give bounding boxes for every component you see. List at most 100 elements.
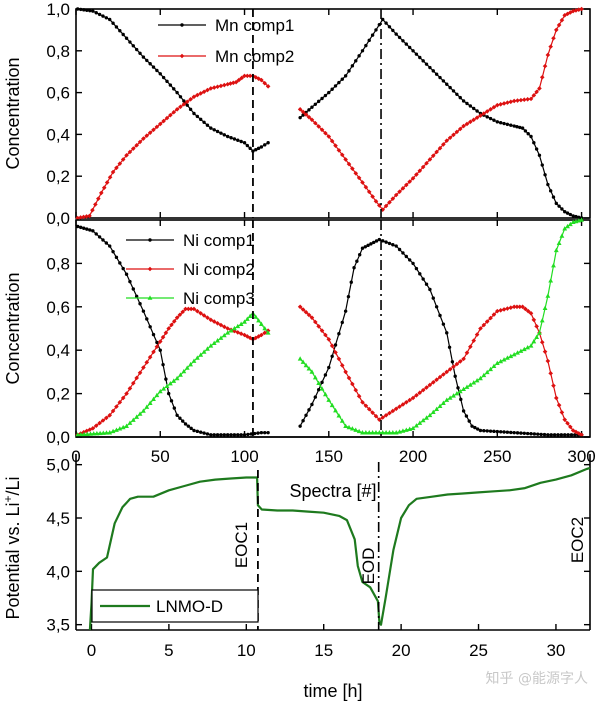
- ni-xtick-label: 200: [399, 447, 427, 466]
- mn-data-point: [391, 28, 395, 33]
- ni-data-point: [421, 277, 425, 281]
- ni-data-point: [259, 332, 264, 338]
- ni-data-point: [562, 417, 568, 422]
- mn-ytick-label: 0,8: [46, 42, 70, 61]
- ni-data-point: [303, 362, 309, 368]
- mn-data-point: [551, 35, 556, 41]
- ni-data-point: [256, 317, 261, 323]
- ni-data-point: [160, 334, 166, 340]
- ni-data-point: [208, 343, 214, 348]
- ni-legend-marker: [147, 266, 153, 272]
- mn-data-point: [104, 180, 110, 185]
- ni-data-point: [353, 427, 359, 432]
- mn-data-point: [437, 145, 443, 151]
- mn-data-point: [505, 100, 510, 105]
- ni-data-point: [117, 399, 123, 405]
- ni-data-point: [437, 374, 443, 380]
- ni-data-point: [127, 386, 133, 391]
- ni-data-point: [532, 432, 537, 436]
- mn-data-point: [354, 59, 358, 63]
- ni-data-point: [457, 388, 463, 394]
- mn-data-point: [484, 109, 490, 114]
- mn-data-point: [215, 129, 220, 134]
- mn-data-point: [171, 109, 177, 115]
- mn-data-point: [256, 76, 261, 81]
- ni-data-point: [548, 278, 554, 283]
- ni-data-point: [566, 433, 570, 437]
- ni-data-point: [180, 309, 186, 315]
- ni-data-point: [336, 356, 342, 362]
- mn-data-point: [306, 114, 312, 120]
- mn-data-point: [364, 43, 368, 48]
- ni-data-point: [343, 309, 348, 313]
- ni-data-point: [363, 403, 369, 409]
- mn-data-point: [323, 130, 328, 136]
- ni-data-point: [567, 221, 573, 227]
- mn-data-point: [539, 74, 545, 80]
- ni-data-point: [441, 372, 446, 377]
- ni-data-point: [520, 304, 525, 310]
- mn-data-point: [97, 12, 102, 17]
- mn-data-point: [248, 146, 252, 151]
- mn-data-point: [111, 21, 115, 25]
- mn-data-point: [114, 165, 119, 171]
- mn-data-point: [518, 125, 522, 130]
- mn-data-point: [400, 186, 406, 191]
- ni-data-point: [401, 251, 405, 255]
- mn-data-point: [192, 111, 196, 116]
- ni-data-point: [130, 417, 136, 422]
- mn-data-point: [424, 62, 429, 66]
- ni-data-point: [573, 429, 579, 435]
- ni-data-point: [579, 432, 584, 438]
- potential-ytick-label: 4,5: [46, 509, 70, 528]
- mn-data-point: [247, 73, 253, 79]
- ni-data-point: [414, 423, 419, 428]
- mn-legend-label: Mn comp2: [215, 47, 294, 66]
- ni-data-point: [356, 393, 362, 399]
- ni-data-point: [111, 249, 115, 254]
- ni-data-point: [108, 244, 112, 248]
- mn-data-point: [346, 161, 352, 167]
- ni-data-point: [97, 430, 103, 436]
- mn-data-point: [521, 97, 527, 103]
- ni-data-point: [474, 332, 480, 337]
- ni-data-point: [151, 349, 156, 355]
- mn-legend-marker: [180, 23, 184, 27]
- mn-data-point: [370, 194, 375, 199]
- ni-data-point: [546, 433, 550, 437]
- mn-data-point: [495, 120, 500, 124]
- ni-data-point: [484, 319, 490, 324]
- ni-data-point: [169, 322, 174, 328]
- ni-data-point: [222, 433, 227, 437]
- ni-data-point: [235, 323, 241, 329]
- ni-data-point: [542, 432, 547, 437]
- ni-data-point: [138, 302, 142, 306]
- ni-data-point: [100, 430, 106, 435]
- ni-panel: 0,00,20,40,60,8050100150200250300Concent…: [3, 217, 596, 501]
- mn-data-point: [165, 79, 169, 84]
- mn-data-point: [313, 120, 318, 126]
- ni-data-point: [232, 325, 237, 331]
- mn-data-point: [94, 11, 98, 15]
- ni-data-point: [454, 391, 460, 396]
- ni-data-point: [450, 360, 455, 364]
- mn-data-point: [337, 80, 341, 85]
- ni-data-point: [215, 433, 220, 437]
- mn-data-point: [464, 121, 470, 127]
- mn-data-point: [543, 173, 547, 177]
- mn-data-point: [515, 98, 520, 103]
- ni-data-point: [505, 355, 510, 360]
- ni-data-point: [559, 433, 564, 437]
- mn-data-point: [134, 47, 139, 52]
- ni-data-point: [502, 430, 506, 434]
- mn-data-point: [82, 8, 86, 12]
- mn-data-point: [340, 77, 344, 81]
- ni-data-point: [440, 400, 446, 405]
- ni-data-point: [410, 425, 416, 431]
- mn-data-point: [411, 49, 415, 53]
- ni-data-point: [194, 355, 200, 360]
- ni-data-point: [515, 350, 520, 355]
- mn-data-point: [525, 96, 530, 102]
- ni-data-point: [239, 433, 243, 437]
- mn-data-point: [441, 142, 446, 147]
